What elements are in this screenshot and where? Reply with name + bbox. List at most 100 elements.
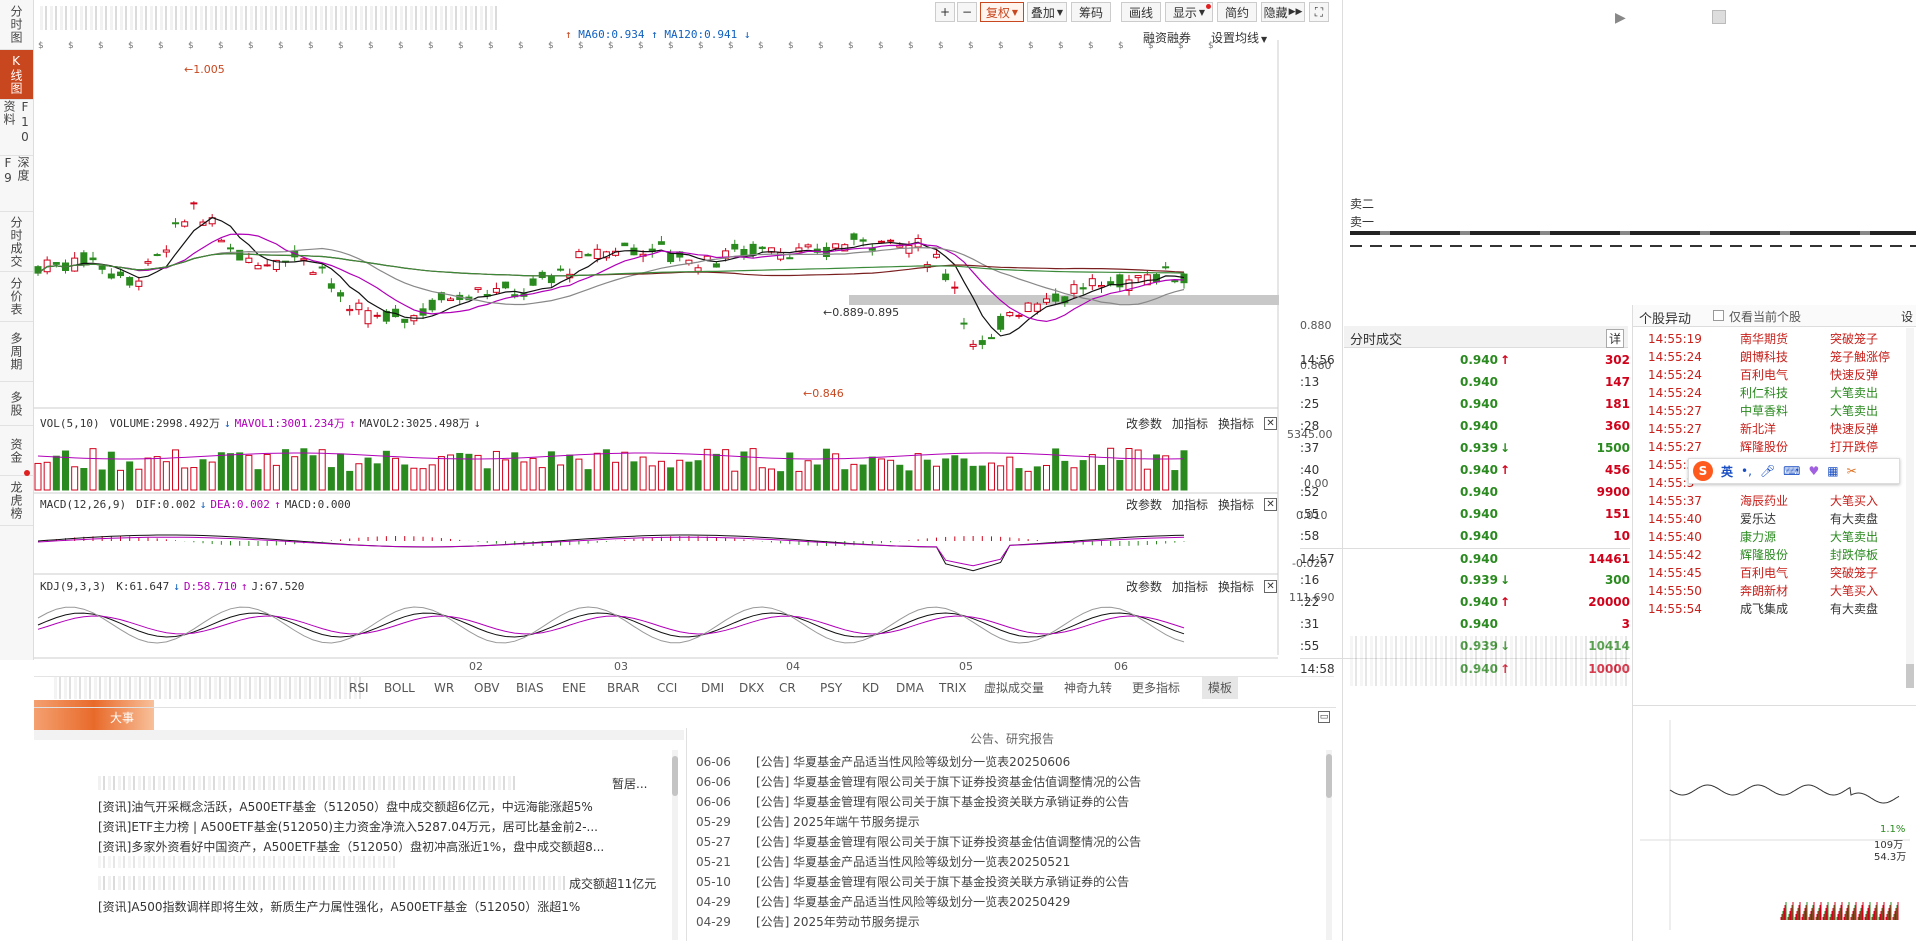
mover-stock[interactable]: 南华期货 [1740, 332, 1789, 346]
change-params-button[interactable]: 改参数 [1126, 497, 1163, 512]
announcement-item[interactable]: 05-29 [公告] 2025年端午节服务提示 [696, 812, 1336, 832]
announcement-item[interactable]: 06-06 [公告] 华夏基金产品适当性风险等级划分一览表20250606 [696, 752, 1336, 772]
mover-row[interactable]: 14:55:3 [1644, 474, 1906, 492]
mover-stock[interactable]: 百利电气 [1740, 368, 1789, 382]
news-item[interactable]: [资讯]多家外资看好中国资产，A500ETF基金（512050）盘初冲高涨近1%… [98, 840, 605, 854]
indicator-tab-16[interactable]: 神奇九转 [1064, 681, 1113, 695]
add-indicator-button[interactable]: 加指标 [1172, 579, 1209, 594]
mover-row[interactable]: 14:55:24 利仁科技 大笔卖出 [1644, 384, 1906, 402]
indicator-tab-8[interactable]: DMI [701, 681, 725, 695]
display-button[interactable]: 显示 ▼ [1165, 2, 1213, 22]
mover-stock[interactable]: 朗博科技 [1740, 350, 1789, 364]
announcement-item[interactable]: 06-06 [公告] 华夏基金管理有限公司关于旗下基金投资关联方承销证券的公告 [696, 792, 1336, 812]
hide-button[interactable]: 隐藏 ▶▶ [1261, 2, 1305, 22]
margin-trading-link[interactable]: 融资融券 [1143, 31, 1192, 45]
indicator-tab-12[interactable]: KD [862, 681, 880, 695]
left-tab-2[interactable]: F10资料 [0, 100, 33, 156]
zoom-in-button[interactable]: + [935, 2, 955, 22]
scroll-thumb[interactable] [672, 756, 678, 796]
close-icon[interactable]: ✕ [1264, 579, 1278, 593]
mover-row[interactable]: 14:55:24 朗博科技 笼子触涨停 [1644, 348, 1906, 366]
news-item[interactable]: [资讯]ETF主力榜 | A500ETF基金(512050)主力资金净流入528… [98, 820, 598, 834]
announcement-item[interactable]: 06-06 [公告] 华夏基金管理有限公司关于旗下证券投资基金估值调整情况的公告 [696, 772, 1336, 792]
mover-stock[interactable]: 海辰药业 [1740, 494, 1789, 508]
mover-stock[interactable]: 百利电气 [1740, 566, 1789, 580]
add-indicator-button[interactable]: 加指标 [1172, 416, 1209, 431]
indicator-tab-13[interactable]: DMA [896, 681, 924, 695]
indicator-tab-18[interactable]: 模板 [1202, 677, 1239, 699]
mover-stock[interactable]: 中草香料 [1740, 404, 1789, 418]
mover-row[interactable]: 14:55:27 新北洋 快速反弹 [1644, 420, 1906, 438]
mover-row[interactable]: 14:55:42 辉隆股份 封跌停板 [1644, 546, 1906, 564]
apps-grid-icon[interactable]: ▦ [1827, 464, 1839, 478]
quote-menu-icon[interactable] [1712, 10, 1726, 24]
mover-row[interactable]: 14:55:27 辉隆股份 打开跌停 [1644, 438, 1906, 456]
mover-stock[interactable]: 辉隆股份 [1740, 548, 1789, 562]
ma-settings-button[interactable]: 设置均线 ▼ [1211, 29, 1267, 46]
left-tab-1[interactable]: K线图 [0, 50, 33, 100]
trades-detail-button[interactable]: 详 [1605, 329, 1624, 348]
overlay-button[interactable]: 叠加 ▼ [1027, 2, 1067, 22]
indicator-tab-0[interactable]: RSI [349, 681, 369, 695]
close-icon[interactable]: ✕ [1264, 497, 1278, 511]
add-indicator-button[interactable]: 加指标 [1172, 497, 1209, 512]
only-current-checkbox[interactable] [1713, 310, 1724, 321]
announcement-item[interactable]: 05-10 [公告] 华夏基金管理有限公司关于旗下基金投资关联方承销证券的公告 [696, 872, 1336, 892]
draw-line-button[interactable]: 画线 [1121, 2, 1161, 22]
indicator-tab-4[interactable]: BIAS [516, 681, 544, 695]
mover-stock[interactable]: 新北洋 [1740, 422, 1777, 436]
mover-row[interactable]: 14:55:54 成飞集成 有大卖盘 [1644, 600, 1906, 618]
news-item[interactable]: [资讯]A500指数调样即将生效，新质生产力属性强化，A500ETF基金（512… [98, 900, 581, 914]
close-icon[interactable]: ✕ [1264, 416, 1278, 430]
left-tab-6[interactable]: 多周期 [0, 322, 33, 382]
indicator-tab-11[interactable]: PSY [820, 681, 843, 695]
indicator-tab-15[interactable]: 虚拟成交量 [984, 681, 1045, 695]
kline-chart[interactable]: $ $ $ $ $ $ $ $ $ $ $ $ $ $ $ $ $ $ $ $ $ $ $ $ $ $ $ $ $ $ $ $ $ $ $ $ $ $ $ $ [34, 0, 1336, 660]
punctuation-icon[interactable]: •, [1741, 464, 1752, 478]
mover-row[interactable]: 14:55:19 南华期货 突破笼子 [1644, 330, 1906, 348]
big-event-tab[interactable]: 大事 [34, 700, 154, 730]
left-tab-8[interactable]: 资金 [0, 426, 33, 476]
mover-row[interactable]: 14:55:24 百利电气 快速反弹 [1644, 366, 1906, 384]
simple-mode-button[interactable]: 简约 [1217, 2, 1257, 22]
mover-stock[interactable]: 辉隆股份 [1740, 440, 1789, 454]
mover-row[interactable]: 14:55:45 百利电气 突破笼子 [1644, 564, 1906, 582]
mover-row[interactable]: 14:55:40 爱乐达 有大卖盘 [1644, 510, 1906, 528]
indicator-tab-2[interactable]: WR [434, 681, 455, 695]
indicator-tab-14[interactable]: TRIX [939, 681, 967, 695]
indicator-tab-6[interactable]: BRAR [607, 681, 640, 695]
ime-toolbar[interactable]: S 英 •, 🎤︎ ⌨ ♥ ▦ ✂ [1688, 458, 1900, 484]
indicator-tab-7[interactable]: CCI [657, 681, 678, 695]
indicator-tab-10[interactable]: CR [779, 681, 796, 695]
indicator-tab-9[interactable]: DKX [739, 681, 765, 695]
change-params-button[interactable]: 改参数 [1126, 416, 1163, 431]
left-tab-0[interactable]: 分时图 [0, 0, 33, 50]
skin-icon[interactable]: ♥ [1808, 464, 1820, 478]
change-params-button[interactable]: 改参数 [1126, 579, 1163, 594]
news-scrollbar[interactable] [672, 750, 678, 940]
mover-row[interactable]: 14:55:27 中草香料 大笔卖出 [1644, 402, 1906, 420]
news-item[interactable]: [资讯]油气开采概念活跃，A500ETF基金（512050）盘中成交额超6亿元，… [98, 800, 593, 814]
left-tab-7[interactable]: 多股 [0, 382, 33, 426]
indicator-tab-3[interactable]: OBV [474, 681, 500, 695]
mover-stock[interactable]: 奔朗新材 [1740, 584, 1789, 598]
scroll-thumb[interactable] [1326, 754, 1332, 798]
zoom-out-button[interactable]: − [957, 2, 977, 22]
fullscreen-button[interactable]: ⛶ [1309, 2, 1329, 22]
movers-scrollbar[interactable] [1906, 328, 1914, 688]
collapse-icon[interactable]: ▭ [1318, 711, 1330, 723]
mover-row[interactable]: 14:55:37 海辰药业 大笔买入 [1644, 492, 1906, 510]
scroll-thumb[interactable] [1906, 664, 1914, 688]
mover-stock[interactable]: 成飞集成 [1740, 602, 1789, 616]
swap-indicator-button[interactable]: 换指标 [1218, 416, 1255, 431]
announcement-item[interactable]: 05-21 [公告] 华夏基金产品适当性风险等级划分一览表20250521 [696, 852, 1336, 872]
fuquan-button[interactable]: 复权 ▼ [980, 2, 1024, 22]
mover-row[interactable]: 14:55:50 奔朗新材 大笔买入 [1644, 582, 1906, 600]
indicator-tab-5[interactable]: ENE [562, 681, 587, 695]
announcement-item[interactable]: 04-29 [公告] 华夏基金产品适当性风险等级划分一览表20250429 [696, 892, 1336, 912]
left-tab-9[interactable]: 龙虎榜 [0, 476, 33, 526]
swap-indicator-button[interactable]: 换指标 [1218, 497, 1255, 512]
language-toggle[interactable]: 英 [1721, 464, 1734, 479]
mover-stock[interactable]: 利仁科技 [1740, 386, 1789, 400]
chip-distribution-button[interactable]: 筹码 [1071, 2, 1111, 22]
